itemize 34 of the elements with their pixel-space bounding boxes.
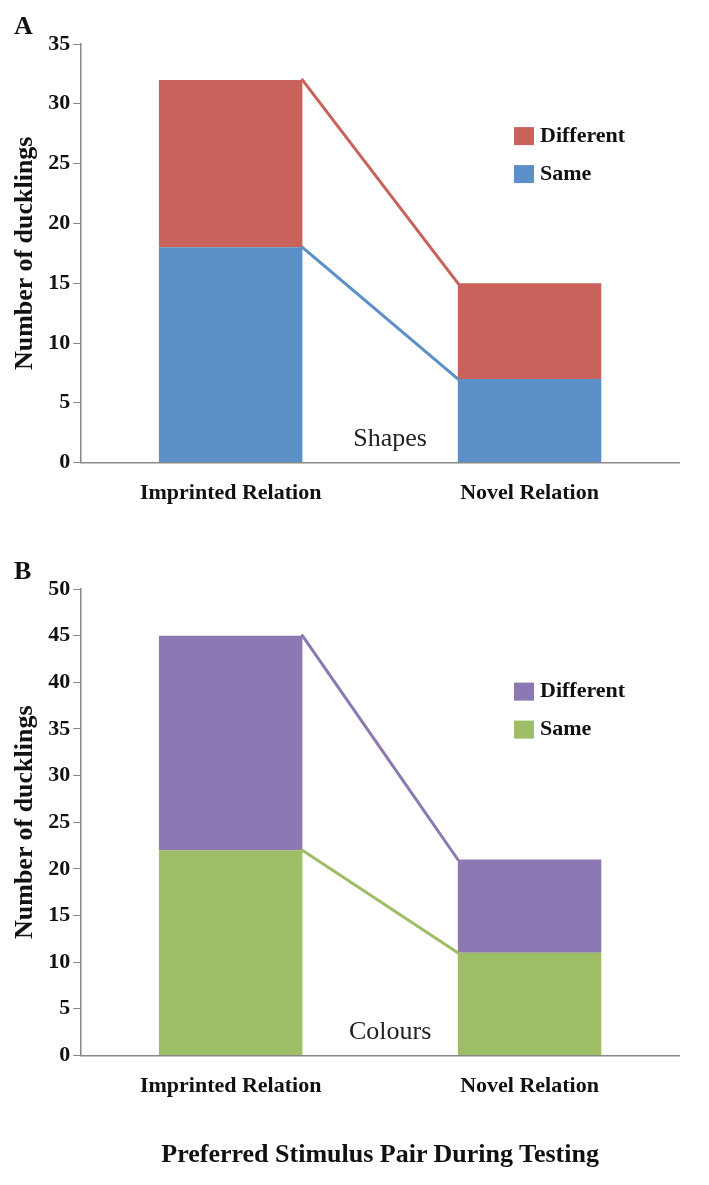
chart-title: A [14,10,33,40]
y-tick-label: 5 [59,388,71,414]
y-tick-label: 30 [48,761,71,787]
legend-label: Different [540,121,626,147]
legend-label: Same [540,715,592,741]
y-tick-label: 10 [48,328,71,354]
y-tick-label: 15 [48,901,71,927]
x-tick-label: Imprinted Relation [139,479,322,505]
y-tick-label: 35 [48,29,71,55]
y-tick-label: 30 [48,89,71,115]
y-tick-label: 20 [48,209,71,235]
legend-label: Different [540,677,626,703]
y-tick-label: 20 [48,854,71,880]
y-tick-label: 0 [59,1041,71,1067]
x-tick-label: Novel Relation [460,479,599,505]
chart-title: B [14,555,32,585]
x-tick-label: Imprinted Relation [139,1072,322,1098]
y-tick-label: 40 [48,667,71,693]
y-tick-label: 5 [59,994,71,1020]
y-tick-label: 50 [48,574,71,600]
y-axis-title: Number of ducklings [9,136,39,371]
y-tick-label: 10 [48,947,71,973]
y-tick-label: 35 [48,714,71,740]
y-tick-label: 0 [59,448,71,474]
y-tick-label: 25 [48,149,71,175]
x-tick-label: Novel Relation [460,1072,599,1098]
legend-label: Same [540,159,592,185]
y-tick-label: 25 [48,807,71,833]
annotation: Shapes [353,423,427,453]
x-axis-title: Preferred Stimulus Pair During Testing [161,1139,599,1169]
y-tick-label: 45 [48,621,71,647]
y-tick-label: 15 [48,268,71,294]
y-axis-title: Number of ducklings [9,705,39,939]
annotation: Colours [348,1016,432,1046]
